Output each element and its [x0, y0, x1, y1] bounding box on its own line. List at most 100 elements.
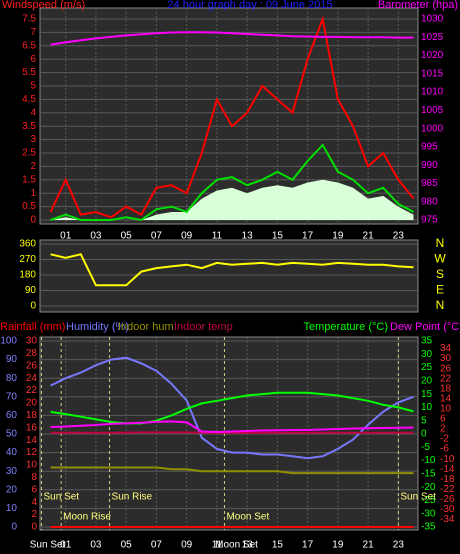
y-tick-label: 90 [6, 354, 18, 365]
y-tick-label: 20 [6, 484, 18, 495]
series-line [50, 431, 414, 434]
y-tick-label: 1.5 [22, 174, 36, 185]
y2-tick-label: -30 [421, 508, 436, 519]
y3-tick-label: 22 [440, 373, 452, 384]
y-tick-label: 5.5 [22, 67, 36, 78]
y3-tick-label: 10 [440, 404, 452, 415]
series-name: Rainfall (mm) [0, 321, 65, 333]
y2-tick-label: -15 [421, 468, 436, 479]
x-tick-label: 19 [332, 540, 344, 551]
x-tick-label: 23 [393, 231, 405, 242]
y4-tick-label: 14 [26, 435, 38, 446]
x-tick-label: 13 [242, 540, 254, 551]
wind-axis-title: Windspeed (m/s) [2, 0, 85, 11]
y2-tick-label: 1015 [421, 68, 444, 79]
series-line [50, 143, 414, 222]
y-tick-label: 80 [6, 373, 18, 384]
y2-tick-label: 35 [421, 336, 433, 347]
y2-tick-label: N [436, 236, 445, 250]
series-name: Humidity (%) [66, 321, 129, 333]
y2-tick-label: 1030 [421, 14, 444, 25]
y3-tick-label: -26 [440, 494, 455, 505]
y2-tick-label: 1000 [421, 123, 444, 134]
y4-tick-label: 16 [26, 422, 38, 433]
y-tick-label: 0 [30, 215, 36, 226]
y2-tick-label: -10 [421, 455, 436, 466]
direction-panel [39, 239, 419, 313]
event-label: Sun Set [400, 492, 436, 503]
x-tick-label: 21 [363, 231, 375, 242]
y-tick-label: 30 [6, 466, 18, 477]
y4-tick-label: 20 [26, 398, 38, 409]
series-line [50, 253, 414, 287]
y3-tick-label: -6 [440, 444, 449, 455]
y4-tick-label: 26 [26, 360, 38, 371]
y2-tick-label: E [436, 283, 444, 297]
y3-tick-label: -2 [440, 434, 449, 445]
y2-tick-label: 995 [421, 142, 438, 153]
y-tick-label: 90 [25, 285, 37, 296]
y-tick-label: 0.5 [22, 201, 36, 212]
x-tick-label: 03 [90, 231, 102, 242]
y3-tick-label: -22 [440, 484, 455, 495]
x-tick-label: 15 [272, 540, 284, 551]
y3-tick-label: -14 [440, 464, 455, 475]
y2-tick-label: 25 [421, 362, 433, 373]
series-name: Indoor hum [118, 321, 174, 333]
y2-tick-label: -25 [421, 495, 436, 506]
y-tick-label: 0 [11, 522, 17, 533]
event-label: Moon Rise [63, 512, 111, 523]
y3-tick-label: -18 [440, 474, 455, 485]
y4-tick-label: 10 [26, 460, 38, 471]
y3-tick-label: -30 [440, 504, 455, 515]
series-line [50, 356, 414, 460]
event-label: Sun Set [44, 492, 80, 503]
y3-tick-label: 2 [440, 424, 446, 435]
y2-tick-label: 1025 [421, 32, 444, 43]
y2-tick-label: -20 [421, 482, 436, 493]
x-tick-label: 09 [181, 540, 193, 551]
y-tick-label: 7 [30, 27, 36, 38]
y-tick-label: 40 [6, 447, 18, 458]
x-tick-label: 15 [272, 231, 284, 242]
y-tick-label: 6.5 [22, 40, 36, 51]
y2-tick-label: 10 [421, 402, 433, 413]
series-line [49, 15, 415, 219]
x-tick-label: 11 [212, 540, 223, 551]
y-tick-label: 4 [30, 107, 36, 118]
y4-tick-label: 12 [26, 447, 38, 458]
y2-tick-label: 1020 [421, 50, 444, 61]
x-tick-label: 09 [181, 231, 193, 242]
y2-tick-label: S [436, 267, 444, 281]
y3-tick-label: 34 [440, 343, 452, 354]
x-tick-label: 05 [121, 231, 133, 242]
y4-tick-label: 8 [31, 472, 37, 483]
y-tick-label: 100 [0, 336, 17, 347]
series-line [50, 31, 414, 46]
y4-tick-label: 24 [26, 373, 38, 384]
x-tick-label: 01 [60, 540, 72, 551]
y2-tick-label: 0 [421, 429, 427, 440]
series-line [50, 391, 414, 425]
y-tick-label: 7.5 [22, 14, 36, 25]
x-tick-label: 07 [151, 540, 163, 551]
x-tick-label: 05 [121, 540, 133, 551]
axis-marker: Sun Set [30, 540, 66, 551]
x-tick-label: 13 [242, 231, 254, 242]
y-tick-label: 0 [30, 301, 36, 312]
y4-tick-label: 0 [31, 522, 37, 533]
y4-tick-label: 30 [26, 336, 38, 347]
event-label: Sun Rise [112, 492, 153, 503]
y2-tick-label: -5 [421, 442, 430, 453]
series-name: Indoor temp [174, 321, 233, 333]
event-label: Moon Set [226, 512, 269, 523]
y2-tick-label: 5 [421, 415, 427, 426]
y-tick-label: 2 [30, 161, 36, 172]
y2-tick-label: 980 [421, 196, 438, 207]
y4-tick-label: 18 [26, 410, 38, 421]
series-area [50, 179, 414, 220]
y3-tick-label: 6 [440, 414, 446, 425]
x-tick-label: 01 [60, 231, 72, 242]
series-line [50, 466, 414, 475]
